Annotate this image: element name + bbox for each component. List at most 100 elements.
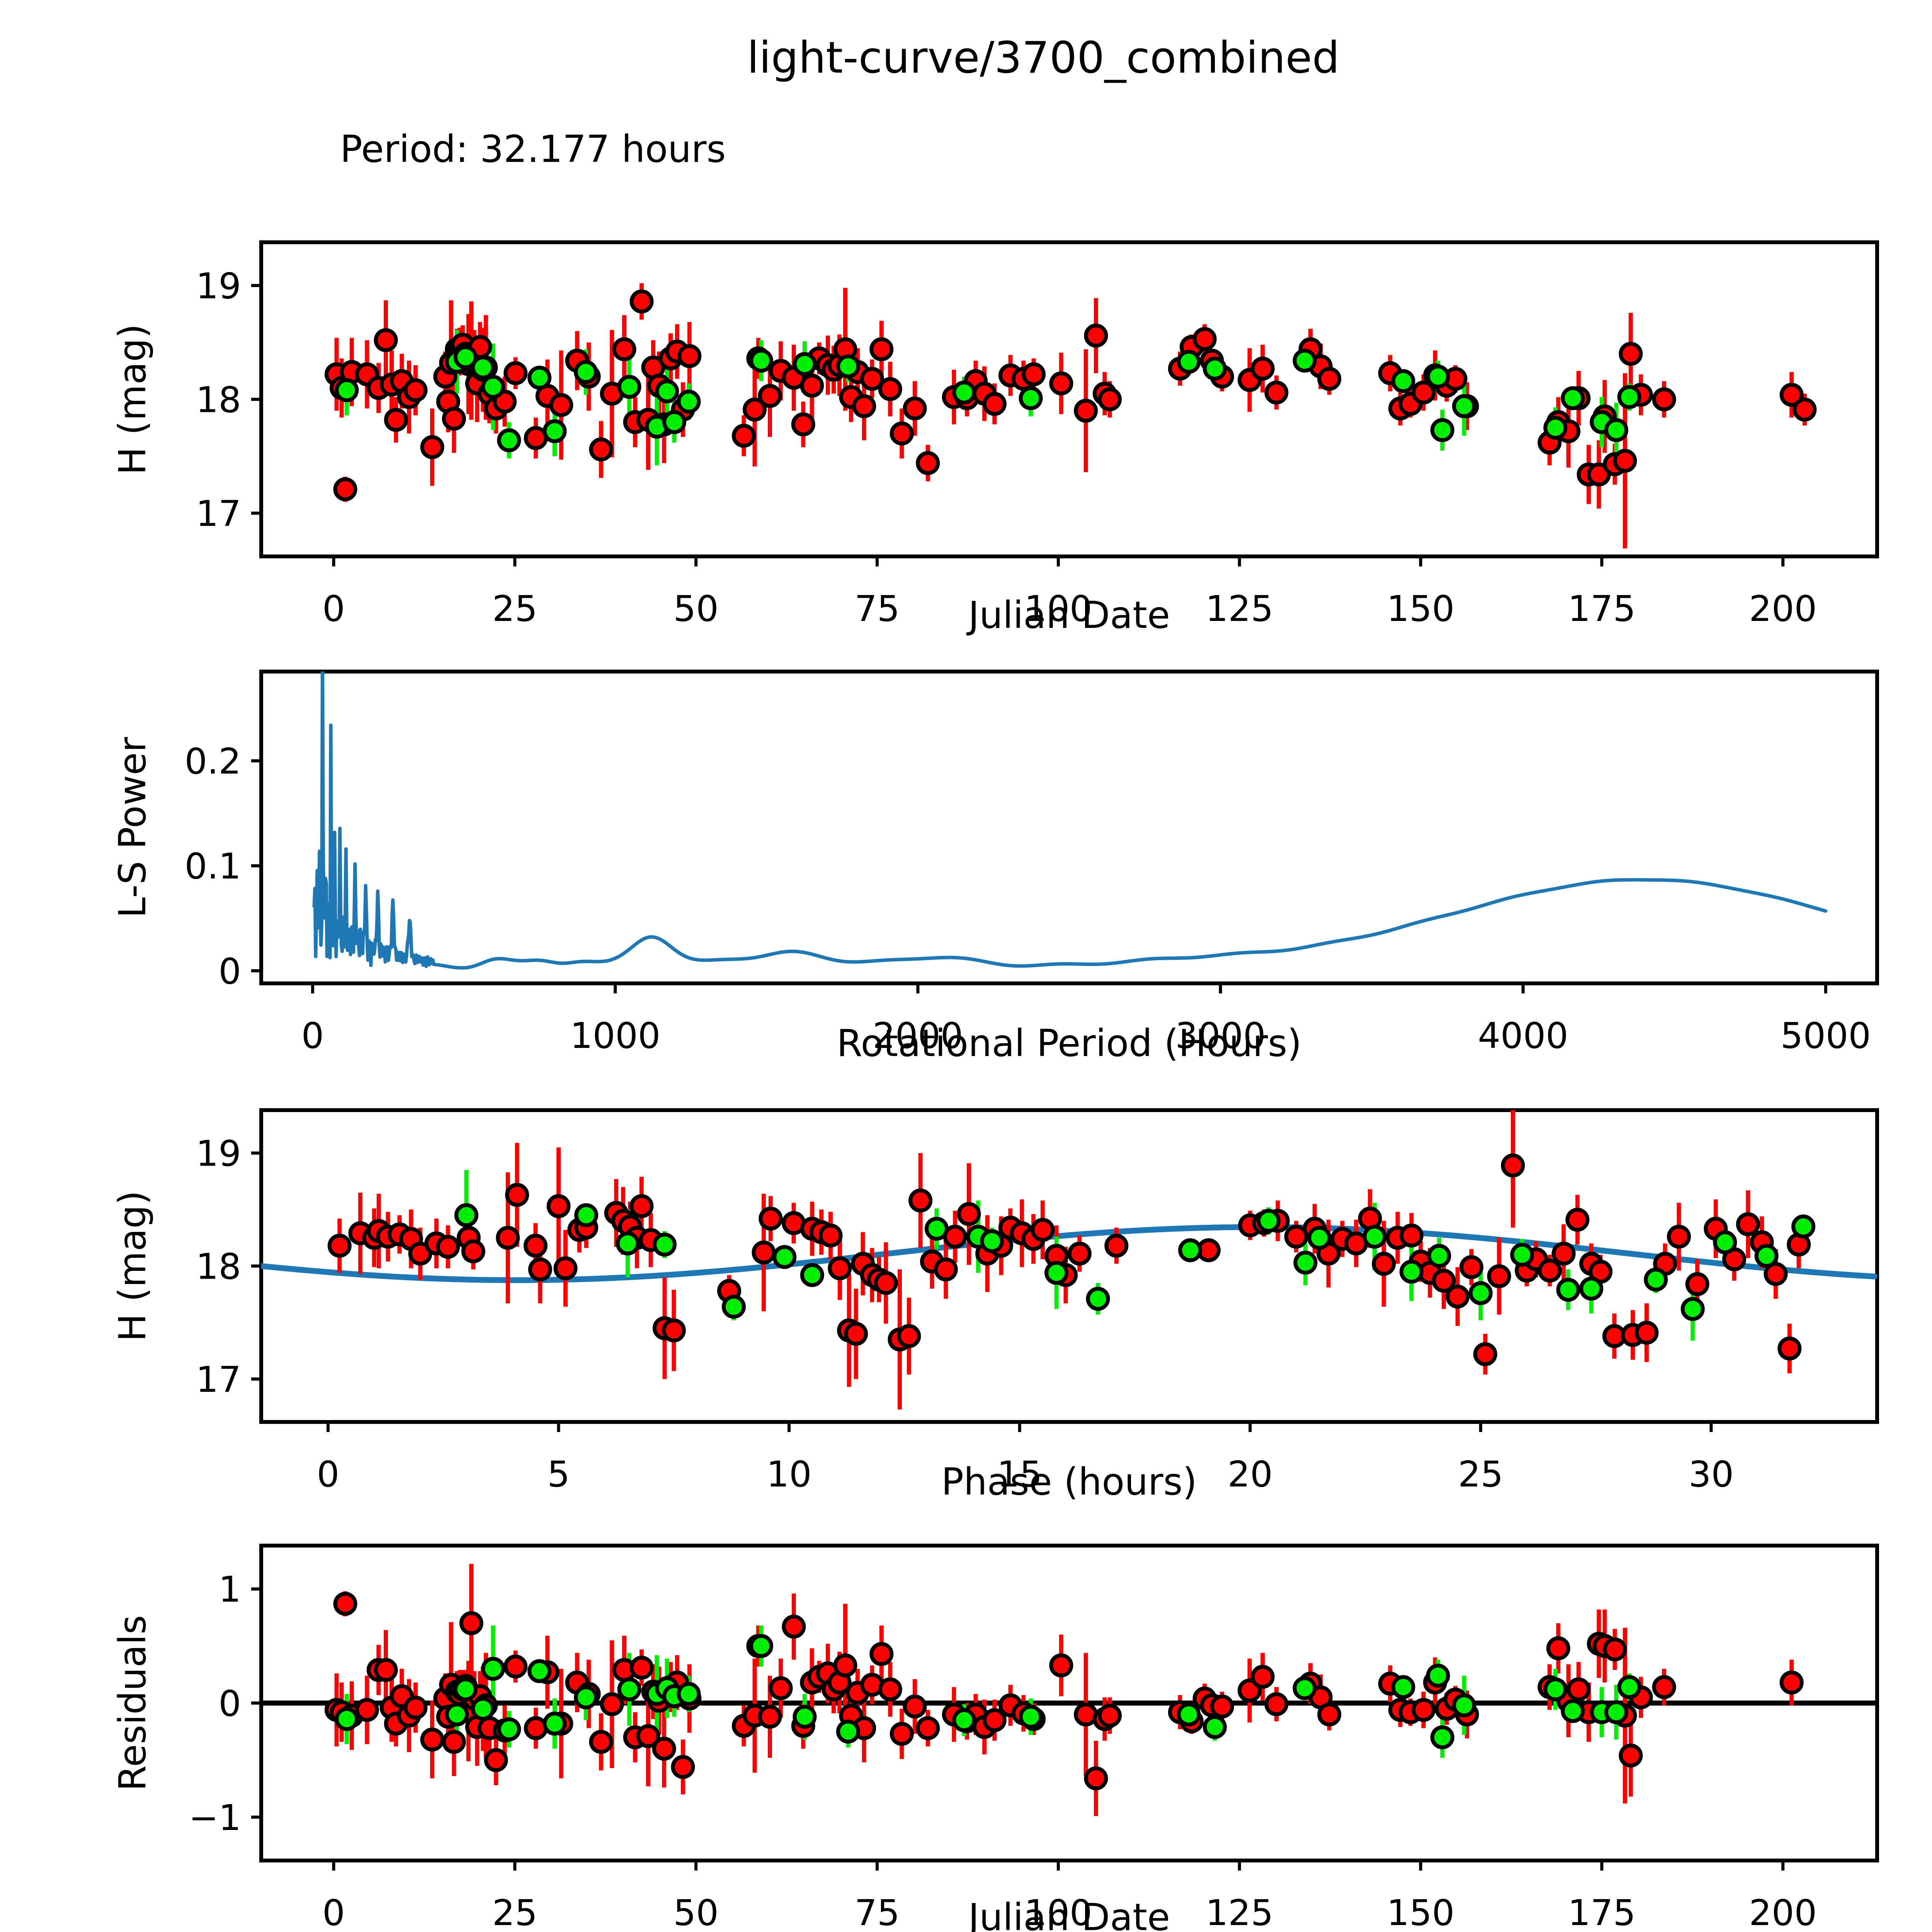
data-point xyxy=(1399,1223,1423,1248)
data-point xyxy=(662,410,686,434)
data-point xyxy=(553,1256,578,1281)
data-point xyxy=(874,1271,898,1295)
data-point xyxy=(481,1656,505,1681)
y-axis-label: Residuals xyxy=(111,1615,154,1791)
data-point xyxy=(459,1611,483,1635)
data-point xyxy=(1613,449,1637,473)
data-point xyxy=(793,1704,817,1729)
data-point xyxy=(836,354,861,379)
data-point xyxy=(1067,1242,1092,1266)
x-tick-label: 4000 xyxy=(1478,1015,1568,1056)
data-point xyxy=(791,412,815,437)
data-point xyxy=(505,1183,529,1207)
marker-group-green-points xyxy=(335,345,1641,452)
data-point xyxy=(828,1256,852,1281)
data-point xyxy=(934,1257,958,1282)
data-point xyxy=(1098,387,1122,412)
data-point xyxy=(655,379,679,403)
data-point xyxy=(772,1245,797,1269)
x-tick-label: 200 xyxy=(1749,1892,1817,1932)
x-tick-label: 3000 xyxy=(1175,1015,1266,1056)
data-point xyxy=(749,1634,773,1658)
data-point xyxy=(1561,386,1585,410)
data-point xyxy=(1566,1677,1591,1702)
data-point xyxy=(1430,418,1454,442)
x-tick-label: 2000 xyxy=(872,1015,963,1056)
data-point xyxy=(1250,356,1275,381)
x-axis-label: Julian Date xyxy=(966,594,1170,637)
data-point xyxy=(1426,364,1450,389)
data-point xyxy=(1652,387,1676,412)
x-tick-label: 5 xyxy=(547,1454,570,1495)
data-point xyxy=(818,1223,843,1248)
data-point xyxy=(677,1682,701,1706)
data-point xyxy=(1022,362,1046,386)
data-point xyxy=(471,1697,495,1721)
data-point xyxy=(860,367,884,391)
data-point xyxy=(327,1233,352,1258)
data-point xyxy=(1565,1208,1590,1232)
data-point xyxy=(442,406,466,431)
data-point xyxy=(952,1708,976,1732)
data-point xyxy=(1452,394,1476,418)
data-point xyxy=(496,1226,520,1250)
x-tick-label: 15 xyxy=(997,1454,1042,1495)
y-tick-label: 0.2 xyxy=(185,741,241,782)
x-tick-label: 50 xyxy=(673,1892,719,1932)
data-point xyxy=(335,378,359,402)
data-point xyxy=(1391,369,1415,393)
data-point xyxy=(1049,1653,1073,1678)
x-tick-label: 50 xyxy=(673,588,719,629)
x-tick-label: 150 xyxy=(1387,1892,1455,1932)
marker-group-green-points xyxy=(454,1203,1816,1321)
data-point xyxy=(1779,383,1804,407)
data-point xyxy=(1074,1702,1098,1727)
data-point xyxy=(908,1188,933,1213)
data-point xyxy=(1178,1238,1202,1262)
data-point xyxy=(903,1694,927,1719)
data-point xyxy=(721,1294,746,1319)
data-point xyxy=(1098,1703,1122,1728)
data-point xyxy=(1202,1715,1227,1739)
data-point xyxy=(524,1716,548,1740)
data-point xyxy=(629,1655,654,1680)
periodogram-line xyxy=(312,672,1828,970)
data-point xyxy=(1777,1336,1802,1361)
data-point xyxy=(677,344,702,368)
data-point xyxy=(1412,1698,1436,1722)
data-point xyxy=(759,1206,783,1231)
axes-frame xyxy=(259,670,1879,985)
x-tick-label: 100 xyxy=(1024,588,1092,629)
plot-area xyxy=(261,1110,1877,1410)
data-point xyxy=(731,423,756,448)
data-point xyxy=(461,1239,485,1264)
data-point xyxy=(1317,1702,1342,1727)
data-point xyxy=(629,289,654,314)
data-point xyxy=(1192,327,1217,351)
marker-group-red-points xyxy=(327,1153,1811,1366)
data-point xyxy=(1546,1636,1570,1660)
data-point xyxy=(852,394,876,418)
data-point xyxy=(1617,1675,1641,1699)
figure-title: light-curve/3700_combined xyxy=(747,33,1340,83)
data-point xyxy=(1293,349,1317,373)
data-point xyxy=(924,1217,949,1241)
data-point xyxy=(1031,1218,1055,1242)
plot-area xyxy=(325,283,1817,549)
data-point xyxy=(889,1722,914,1746)
data-point xyxy=(1264,1692,1289,1716)
data-point xyxy=(1680,1297,1705,1321)
data-point xyxy=(374,1658,398,1682)
data-point xyxy=(1634,1321,1659,1345)
data-point xyxy=(503,361,528,385)
data-point xyxy=(1551,1242,1576,1266)
data-point xyxy=(1293,1676,1317,1701)
data-point xyxy=(749,349,773,373)
data-point xyxy=(677,389,701,414)
data-point xyxy=(1713,1230,1737,1255)
